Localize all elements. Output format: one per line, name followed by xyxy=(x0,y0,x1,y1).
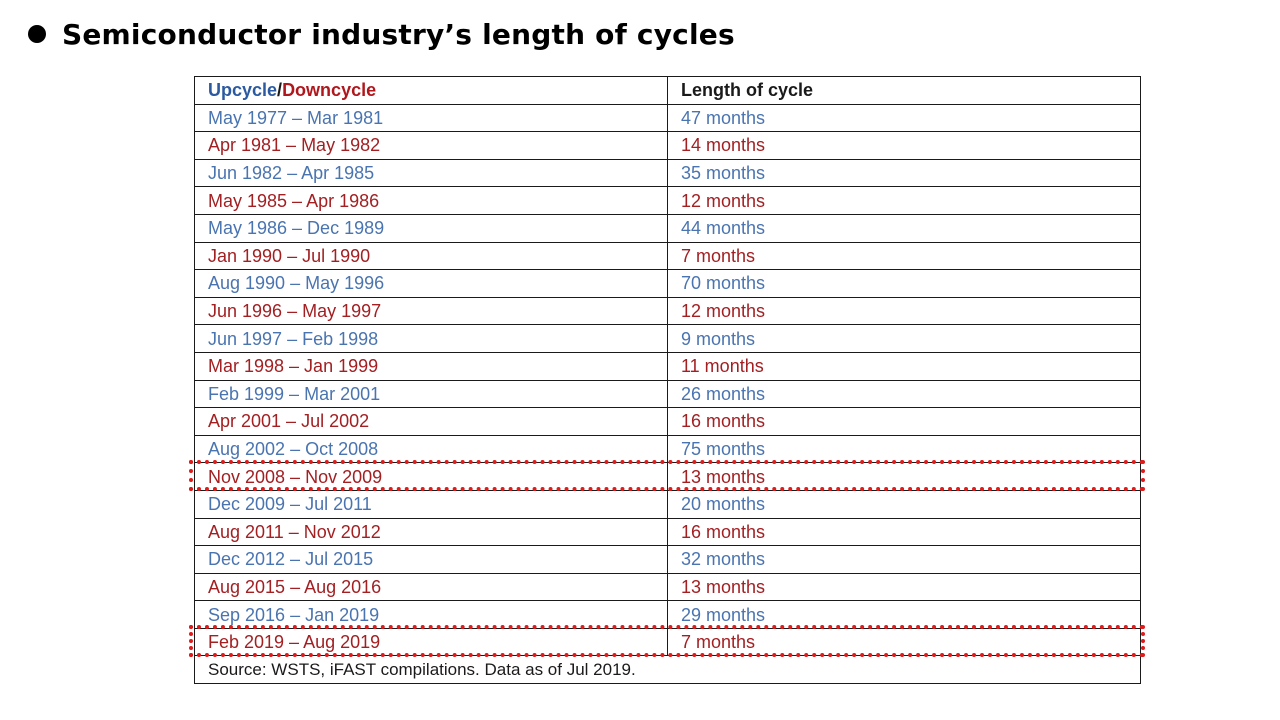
source-row: Source: WSTS, iFAST compilations. Data a… xyxy=(194,655,1141,685)
page-title: Semiconductor industry’s length of cycle… xyxy=(62,17,735,51)
cycle-length-cell: 12 months xyxy=(667,186,1141,215)
cycle-length-cell: 11 months xyxy=(667,351,1141,381)
cycle-period-cell: Apr 1981 – May 1982 xyxy=(194,131,668,160)
header-downcycle: Downcycle xyxy=(282,80,377,101)
cycle-period-cell: Dec 2009 – Jul 2011 xyxy=(194,489,668,519)
table-row: Feb 1999 – Mar 2001 26 months xyxy=(194,379,1141,409)
cycle-length-cell: 75 months xyxy=(667,434,1141,464)
table-row: Aug 1990 – May 1996 70 months xyxy=(194,269,1141,298)
table-row: Mar 1998 – Jan 1999 11 months xyxy=(194,351,1141,381)
cycle-table: Upcycle/Downcycle Length of cycle May 19… xyxy=(194,76,1141,685)
table-row: May 1977 – Mar 1981 47 months xyxy=(194,103,1141,133)
cycle-length-cell: 16 months xyxy=(667,517,1141,547)
header-upcycle: Upcycle xyxy=(208,80,278,101)
bullet-icon xyxy=(28,25,46,43)
cycle-length-cell: 13 months xyxy=(667,572,1141,602)
cycle-period-cell: Aug 2015 – Aug 2016 xyxy=(194,572,668,602)
table-row: Aug 2002 – Oct 2008 75 months xyxy=(194,434,1141,464)
cycle-length-cell: 20 months xyxy=(667,489,1141,519)
table-row: Aug 2015 – Aug 2016 13 months xyxy=(194,572,1141,602)
cycle-period-cell: Jun 1997 – Feb 1998 xyxy=(194,324,668,353)
cycle-length-cell: 70 months xyxy=(667,269,1141,298)
header-period: Upcycle/Downcycle xyxy=(194,76,668,105)
cycle-period-cell: Aug 2011 – Nov 2012 xyxy=(194,517,668,547)
table-row: Dec 2009 – Jul 2011 20 months xyxy=(194,489,1141,519)
cycle-length-cell: 7 months xyxy=(667,241,1141,271)
cycle-period-cell: May 1985 – Apr 1986 xyxy=(194,186,668,215)
table-row: Jun 1982 – Apr 1985 35 months xyxy=(194,158,1141,188)
table-row: Aug 2011 – Nov 2012 16 months xyxy=(194,517,1141,547)
cycle-period-cell: May 1986 – Dec 1989 xyxy=(194,213,668,243)
source-note: Source: WSTS, iFAST compilations. Data a… xyxy=(194,655,1141,685)
cycle-period-cell: Sep 2016 – Jan 2019 xyxy=(194,600,668,629)
table-row: Apr 1981 – May 1982 14 months xyxy=(194,131,1141,160)
cycle-length-cell: 26 months xyxy=(667,379,1141,409)
cycle-length-cell: 14 months xyxy=(667,131,1141,160)
cycle-period-cell: Jun 1982 – Apr 1985 xyxy=(194,158,668,188)
cycle-period-cell: Aug 2002 – Oct 2008 xyxy=(194,434,668,464)
cycle-length-cell: 12 months xyxy=(667,296,1141,326)
cycle-period-cell: Jun 1996 – May 1997 xyxy=(194,296,668,326)
table-header-row: Upcycle/Downcycle Length of cycle xyxy=(194,76,1141,105)
slide-heading: Semiconductor industry’s length of cycle… xyxy=(28,14,735,54)
table-row: Dec 2012 – Jul 2015 32 months xyxy=(194,545,1141,574)
cycle-period-cell: Mar 1998 – Jan 1999 xyxy=(194,351,668,381)
table-row: Jan 1990 – Jul 1990 7 months xyxy=(194,241,1141,271)
cycle-length-cell: 13 months xyxy=(667,462,1141,491)
table-row: Jun 1997 – Feb 1998 9 months xyxy=(194,324,1141,353)
table-row: May 1986 – Dec 1989 44 months xyxy=(194,213,1141,243)
cycle-period-cell: Dec 2012 – Jul 2015 xyxy=(194,545,668,574)
table-row: May 1985 – Apr 1986 12 months xyxy=(194,186,1141,215)
table-row: Jun 1996 – May 1997 12 months xyxy=(194,296,1141,326)
cycle-length-cell: 7 months xyxy=(667,627,1141,657)
cycle-length-cell: 44 months xyxy=(667,213,1141,243)
header-length: Length of cycle xyxy=(667,76,1141,105)
cycle-length-cell: 47 months xyxy=(667,103,1141,133)
cycle-period-cell: Apr 2001 – Jul 2002 xyxy=(194,407,668,436)
cycle-period-cell: May 1977 – Mar 1981 xyxy=(194,103,668,133)
cycle-period-cell: Jan 1990 – Jul 1990 xyxy=(194,241,668,271)
header-slash: / xyxy=(277,80,283,101)
cycle-length-cell: 35 months xyxy=(667,158,1141,188)
table-row: Sep 2016 – Jan 2019 29 months xyxy=(194,600,1141,629)
cycle-table-container: Upcycle/Downcycle Length of cycle May 19… xyxy=(188,76,1145,685)
cycle-period-cell: Nov 2008 – Nov 2009 xyxy=(194,462,668,491)
table-row: Feb 2019 – Aug 2019 7 months xyxy=(194,627,1141,657)
cycle-period-cell: Feb 1999 – Mar 2001 xyxy=(194,379,668,409)
cycle-period-cell: Aug 1990 – May 1996 xyxy=(194,269,668,298)
cycle-period-cell: Feb 2019 – Aug 2019 xyxy=(194,627,668,657)
table-row: Apr 2001 – Jul 2002 16 months xyxy=(194,407,1141,436)
cycle-length-cell: 29 months xyxy=(667,600,1141,629)
cycle-length-cell: 16 months xyxy=(667,407,1141,436)
cycle-length-cell: 32 months xyxy=(667,545,1141,574)
cycle-length-cell: 9 months xyxy=(667,324,1141,353)
table-row: Nov 2008 – Nov 2009 13 months xyxy=(194,462,1141,491)
